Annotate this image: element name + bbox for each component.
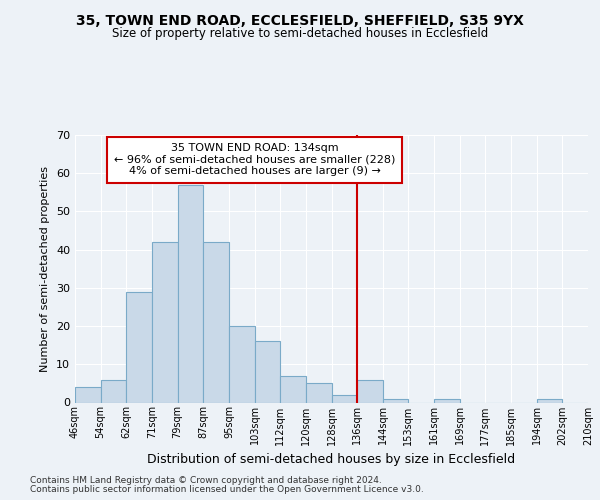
Bar — [331, 395, 357, 402]
Bar — [75, 387, 101, 402]
Bar — [306, 384, 331, 402]
Text: Size of property relative to semi-detached houses in Ecclesfield: Size of property relative to semi-detach… — [112, 26, 488, 40]
Y-axis label: Number of semi-detached properties: Number of semi-detached properties — [40, 166, 50, 372]
Bar — [178, 184, 203, 402]
Text: 35, TOWN END ROAD, ECCLESFIELD, SHEFFIELD, S35 9YX: 35, TOWN END ROAD, ECCLESFIELD, SHEFFIEL… — [76, 14, 524, 28]
Bar — [229, 326, 254, 402]
Bar — [127, 292, 152, 403]
Bar — [537, 398, 562, 402]
Text: 35 TOWN END ROAD: 134sqm
← 96% of semi-detached houses are smaller (228)
4% of s: 35 TOWN END ROAD: 134sqm ← 96% of semi-d… — [114, 143, 395, 176]
X-axis label: Distribution of semi-detached houses by size in Ecclesfield: Distribution of semi-detached houses by … — [148, 453, 515, 466]
Bar — [101, 380, 127, 402]
Bar — [254, 342, 280, 402]
Bar — [434, 398, 460, 402]
Bar — [383, 398, 409, 402]
Bar — [152, 242, 178, 402]
Text: Contains public sector information licensed under the Open Government Licence v3: Contains public sector information licen… — [30, 485, 424, 494]
Bar — [203, 242, 229, 402]
Text: Contains HM Land Registry data © Crown copyright and database right 2024.: Contains HM Land Registry data © Crown c… — [30, 476, 382, 485]
Bar — [280, 376, 306, 402]
Bar — [357, 380, 383, 402]
